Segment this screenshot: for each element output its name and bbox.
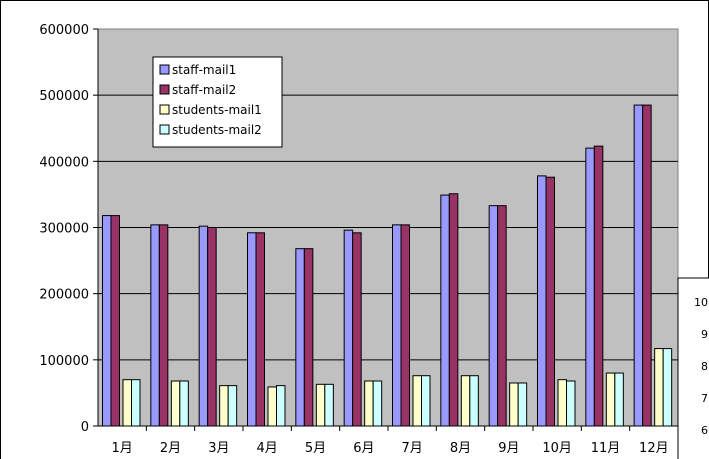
overlay-tick-label: 7 (701, 392, 708, 405)
bar-staff-mail2 (642, 104, 652, 427)
bar-students-mail2 (324, 383, 334, 427)
bar-staff-mail1 (392, 224, 402, 427)
legend-swatch (159, 84, 170, 95)
bar-students-mail2 (276, 385, 286, 427)
bar-staff-mail1 (198, 225, 209, 427)
legend-label: staff-mail1 (172, 63, 236, 77)
x-tick-label: 6月 (353, 441, 374, 456)
bar-staff-mail1 (440, 194, 450, 427)
bar-staff-mail2 (545, 176, 555, 427)
x-tick-label: 1月 (112, 441, 133, 456)
x-tick-label: 12月 (639, 441, 669, 456)
overlay-tick-label: 8 (701, 360, 708, 373)
bar-staff-mail1 (102, 215, 112, 427)
bar-students-mail2 (372, 380, 383, 427)
bar-students-mail1 (460, 375, 471, 427)
y-tick-label: 500000 (39, 89, 89, 104)
x-tick-label: 4月 (257, 441, 278, 456)
legend-swatch (159, 104, 170, 115)
bar-staff-mail2 (158, 224, 169, 427)
overlay-tick-label: 6 (701, 424, 708, 437)
bar-students-mail1 (170, 380, 181, 427)
bar-staff-mail2 (497, 205, 507, 427)
x-axis: 1月 2月 3月 4月 5月 6月 7月 8月 9月 10月 11月 12月 (98, 425, 678, 456)
bar-students-mail1 (219, 385, 229, 427)
bar-staff-mail1 (633, 104, 644, 427)
bar-students-mail2 (227, 385, 238, 427)
overlay-tick-label: 9 (701, 328, 708, 341)
bar-students-mail2 (469, 375, 479, 427)
bar-students-mail1 (412, 375, 422, 427)
bar-staff-mail2 (448, 193, 459, 427)
bar-staff-mail2 (352, 232, 362, 427)
bar-staff-mail1 (537, 175, 547, 427)
overlay-chart-frame (677, 277, 709, 459)
x-tick-label: 3月 (208, 441, 229, 456)
y-tick-label: 100000 (39, 354, 89, 369)
bar-staff-mail1 (295, 248, 305, 427)
bar-students-mail2 (179, 380, 189, 427)
x-tick-label: 2月 (160, 441, 181, 456)
bar-staff-mail2 (207, 227, 217, 427)
bar-students-mail1 (315, 383, 326, 427)
x-tick-label: 7月 (402, 441, 423, 456)
x-tick-label: 10月 (542, 441, 572, 456)
bar-staff-mail2 (303, 248, 314, 427)
bar-students-mail2 (421, 375, 431, 427)
legend-box (152, 56, 283, 148)
bar-students-mail1 (654, 348, 664, 427)
y-tick-label: 0 (81, 420, 89, 435)
bar-staff-mail2 (593, 145, 604, 427)
x-tick-label: 8月 (450, 441, 471, 456)
bar-staff-mail1 (488, 205, 499, 427)
bar-students-mail2 (131, 379, 141, 427)
legend-swatch (159, 124, 170, 135)
bar-staff-mail1 (585, 147, 595, 427)
overlay-tick-label: 10 (694, 296, 708, 309)
legend-label: students-mail2 (172, 123, 262, 137)
bar-students-mail1 (605, 372, 616, 427)
bar-staff-mail2 (255, 232, 265, 427)
y-tick-label: 300000 (39, 222, 89, 237)
bar-students-mail1 (364, 380, 374, 427)
bar-students-mail1 (509, 382, 519, 427)
y-tick-label: 400000 (39, 155, 89, 170)
bar-staff-mail2 (110, 215, 120, 427)
legend: staff-mail1 staff-mail2 students-mail1 stud… (152, 56, 283, 148)
bar-students-mail2 (566, 380, 576, 427)
legend-label: students-mail1 (172, 103, 262, 117)
bar-staff-mail1 (150, 224, 160, 427)
overlay-chart: 10 9 8 7 6 (677, 277, 709, 459)
x-tick-label: 9月 (498, 441, 519, 456)
y-tick-label: 200000 (39, 288, 89, 303)
bar-students-mail1 (267, 386, 277, 427)
bar-staff-mail2 (400, 224, 410, 427)
bar-staff-mail1 (343, 229, 354, 427)
bar-students-mail2 (517, 382, 528, 427)
y-tick-label: 600000 (39, 23, 89, 38)
y-axis: 0 100000 200000 300000 400000 500000 600000 (39, 23, 99, 435)
bar-students-mail1 (122, 379, 132, 427)
legend-swatch (159, 64, 170, 75)
x-tick-label: 5月 (305, 441, 326, 456)
bar-students-mail2 (662, 348, 673, 427)
bar-students-mail1 (557, 379, 567, 427)
bar-staff-mail1 (247, 232, 257, 427)
legend-label: staff-mail2 (172, 83, 236, 97)
bars (102, 104, 673, 427)
x-tick-label: 11月 (591, 441, 621, 456)
bar-students-mail2 (614, 372, 624, 427)
